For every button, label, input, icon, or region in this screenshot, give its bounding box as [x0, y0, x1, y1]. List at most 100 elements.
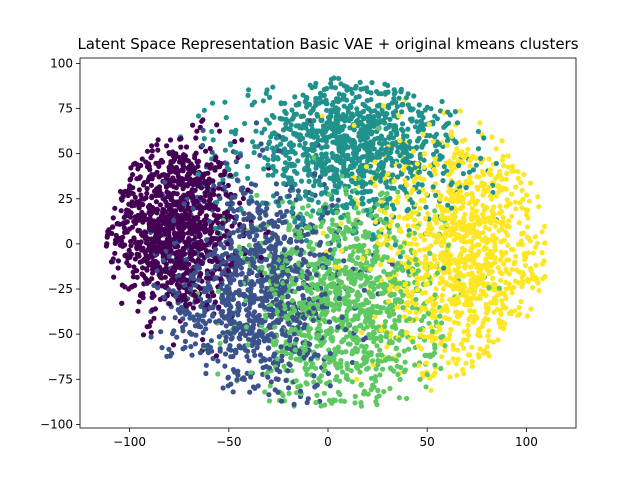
- scatter-point: [230, 310, 236, 316]
- scatter-point: [219, 295, 225, 301]
- scatter-point: [461, 264, 468, 270]
- scatter-point: [365, 391, 371, 397]
- scatter-point: [489, 212, 496, 218]
- scatter-point: [535, 194, 541, 200]
- scatter-point: [288, 355, 294, 361]
- scatter-point: [486, 328, 492, 334]
- scatter-point: [222, 99, 228, 105]
- scatter-point: [385, 171, 391, 177]
- scatter-point: [499, 253, 505, 259]
- scatter-point: [324, 107, 330, 113]
- scatter-point: [524, 313, 530, 319]
- scatter-point: [474, 174, 480, 180]
- scatter-point: [287, 126, 293, 133]
- scatter-point: [315, 199, 321, 205]
- scatter-point: [369, 129, 375, 135]
- scatter-point: [476, 221, 482, 227]
- scatter-point: [480, 211, 486, 217]
- scatter-point: [459, 138, 465, 144]
- scatter-point: [239, 137, 245, 143]
- scatter-point: [240, 259, 246, 265]
- scatter-point: [162, 209, 168, 215]
- scatter-point: [421, 164, 427, 170]
- scatter-point: [417, 376, 423, 382]
- scatter-point: [390, 172, 396, 178]
- scatter-point: [168, 169, 174, 175]
- scatter-point: [245, 342, 251, 348]
- scatter-point: [376, 154, 382, 160]
- scatter-point: [489, 134, 495, 140]
- scatter-point: [140, 332, 147, 338]
- scatter-point: [164, 236, 170, 243]
- scatter-point: [280, 127, 287, 133]
- scatter-point: [415, 181, 421, 187]
- scatter-point: [503, 305, 509, 311]
- scatter-point: [183, 270, 189, 276]
- scatter-point: [293, 111, 299, 117]
- scatter-point: [160, 315, 167, 321]
- scatter-point: [257, 352, 263, 358]
- scatter-point: [511, 261, 517, 267]
- scatter-point: [477, 277, 483, 283]
- scatter-point: [223, 115, 229, 121]
- scatter-point: [396, 214, 402, 220]
- scatter-point: [461, 329, 467, 335]
- scatter-point: [316, 178, 322, 184]
- scatter-point: [329, 202, 335, 209]
- scatter-point: [352, 400, 358, 406]
- scatter-point: [532, 234, 539, 240]
- scatter-point: [132, 256, 138, 262]
- scatter-point: [286, 390, 292, 396]
- scatter-point: [144, 164, 150, 170]
- scatter-point: [427, 162, 433, 169]
- scatter-point: [324, 210, 330, 216]
- scatter-point: [439, 354, 445, 360]
- scatter-point: [375, 110, 381, 116]
- scatter-point: [165, 280, 171, 286]
- scatter-point: [438, 256, 444, 262]
- scatter-point: [385, 298, 392, 304]
- scatter-point: [268, 220, 274, 226]
- scatter-point: [143, 159, 149, 165]
- scatter-point: [353, 360, 359, 366]
- scatter-point: [354, 106, 360, 112]
- scatter-point: [534, 240, 541, 246]
- scatter-point: [400, 101, 406, 107]
- scatter-point: [492, 176, 499, 182]
- scatter-point: [230, 389, 236, 395]
- scatter-point: [451, 277, 457, 283]
- scatter-point: [439, 239, 446, 245]
- scatter-point: [283, 377, 289, 384]
- scatter-point: [298, 238, 305, 244]
- scatter-point: [212, 225, 218, 232]
- scatter-point: [132, 194, 138, 200]
- scatter-point: [381, 389, 387, 395]
- scatter-point: [432, 159, 438, 165]
- scatter-point: [110, 224, 116, 230]
- scatter-point: [302, 167, 308, 173]
- scatter-point: [148, 155, 154, 161]
- scatter-point: [372, 159, 378, 165]
- scatter-point: [470, 244, 476, 250]
- scatter-point: [377, 347, 383, 353]
- scatter-point: [438, 214, 444, 220]
- scatter-point: [324, 166, 330, 172]
- scatter-point: [338, 248, 345, 254]
- scatter-point: [417, 205, 423, 212]
- scatter-point: [503, 266, 509, 272]
- scatter-point: [261, 166, 267, 172]
- scatter-point: [248, 330, 254, 336]
- scatter-point: [453, 260, 459, 266]
- scatter-point: [457, 108, 463, 114]
- scatter-point: [415, 281, 421, 287]
- scatter-point: [277, 148, 283, 154]
- scatter-point: [396, 395, 402, 401]
- scatter-point: [307, 341, 313, 347]
- scatter-point: [367, 169, 374, 175]
- scatter-point: [192, 341, 198, 347]
- scatter-point: [197, 350, 203, 356]
- scatter-point: [490, 339, 496, 345]
- scatter-point: [425, 334, 431, 340]
- scatter-point: [224, 165, 230, 171]
- scatter-point: [207, 318, 213, 324]
